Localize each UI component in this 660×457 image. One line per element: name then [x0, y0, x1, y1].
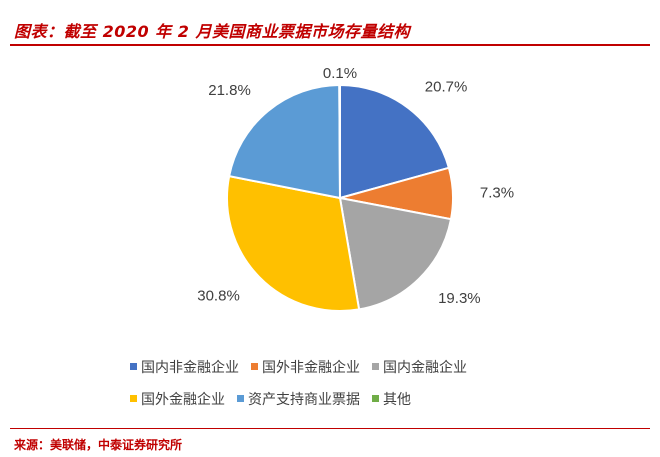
- data-label-1: 20.7%: [425, 79, 468, 96]
- data-label-6: 0.1%: [323, 65, 357, 82]
- legend-label-2: 国外非金融企业: [262, 359, 360, 376]
- legend-swatch-3: [372, 363, 379, 370]
- legend-swatch-1: [130, 363, 137, 370]
- legend-swatch-6: [372, 395, 379, 402]
- legend-swatch-2: [251, 363, 258, 370]
- source-divider: [10, 428, 650, 429]
- legend-label-5: 资产支持商业票据: [248, 392, 360, 408]
- legend-label-6: 其他: [383, 392, 411, 408]
- data-label-5: 21.8%: [208, 82, 251, 99]
- legend-swatch-5: [237, 395, 244, 402]
- pie-slice-6: [339, 85, 340, 198]
- data-label-3: 19.3%: [438, 290, 481, 307]
- source-note: 来源：美联储，中泰证券研究所: [14, 436, 182, 453]
- legend-label-1: 国内非金融企业: [141, 359, 239, 376]
- pie-slices: [227, 85, 453, 311]
- data-label-2: 7.3%: [480, 184, 514, 201]
- legend-swatch-4: [130, 395, 137, 402]
- legend-label-4: 国外金融企业: [141, 391, 225, 408]
- legend-label-3: 国内金融企业: [383, 359, 467, 376]
- data-label-4: 30.8%: [197, 288, 240, 305]
